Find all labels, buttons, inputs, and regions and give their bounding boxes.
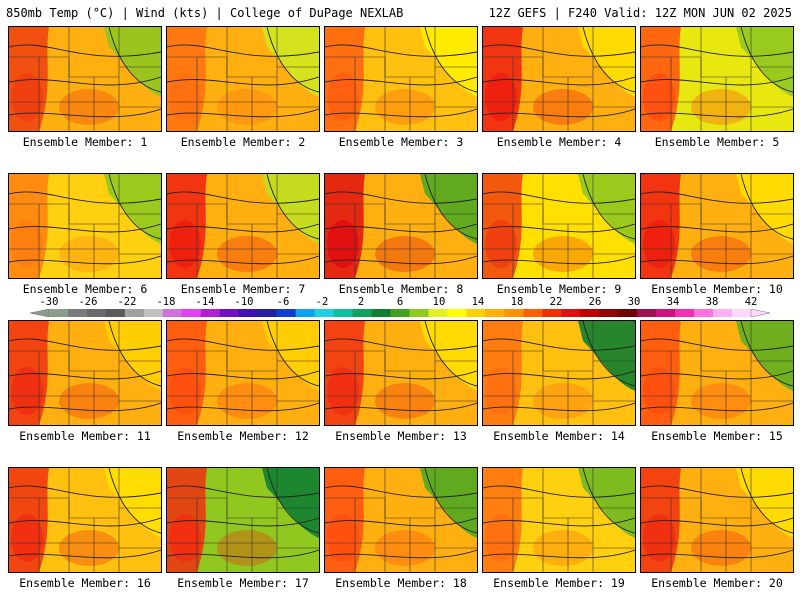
ensemble-map-18 (324, 467, 478, 573)
colorbar-tick-label: -14 (195, 296, 215, 308)
ensemble-member-label: Ensemble Member: 4 (496, 135, 622, 149)
colorbar-tick-label: 14 (471, 296, 485, 308)
ensemble-member-label: Ensemble Member: 6 (22, 282, 148, 296)
ensemble-member-label: Ensemble Member: 14 (493, 429, 625, 443)
colorbar-tick-label: 34 (666, 296, 680, 308)
ensemble-map-7 (166, 173, 320, 279)
ensemble-member-label: Ensemble Member: 17 (177, 576, 309, 590)
ensemble-map-11 (8, 320, 162, 426)
ensemble-map-15 (640, 320, 794, 426)
ensemble-member-label: Ensemble Member: 2 (180, 135, 306, 149)
colorbar-tick-label: 26 (588, 296, 602, 308)
ensemble-map-12 (166, 320, 320, 426)
colorbar-tick-label: -30 (39, 296, 59, 308)
colorbar-tick-label: -18 (156, 296, 176, 308)
ensemble-map-8 (324, 173, 478, 279)
ensemble-member-label: Ensemble Member: 11 (19, 429, 151, 443)
ensemble-member-label: Ensemble Member: 15 (651, 429, 783, 443)
ensemble-map-14 (482, 320, 636, 426)
ensemble-member-label: Ensemble Member: 16 (19, 576, 151, 590)
ensemble-map-9 (482, 173, 636, 279)
colorbar-tick-label: 18 (510, 296, 524, 308)
colorbar-tick-label: 6 (396, 296, 404, 308)
ensemble-member-label: Ensemble Member: 13 (335, 429, 467, 443)
map-title: 850mb Temp (°C) | Wind (kts) | College o… (6, 6, 404, 20)
colorbar-tick-label: 10 (432, 296, 446, 308)
colorbar-tick-label: 42 (744, 296, 758, 308)
colorbar-tick-labels: -30 -26 -22 -18 -14 -10 -6 -2 2 6 10 14 18 22 26 30 34 38… (0, 296, 800, 310)
ensemble-member-label: Ensemble Member: 7 (180, 282, 306, 296)
ensemble-member-label: Ensemble Member: 9 (496, 282, 622, 296)
ensemble-map-19 (482, 467, 636, 573)
colorbar-tick-label: 2 (357, 296, 365, 308)
ensemble-map-16 (8, 467, 162, 573)
colorbar-tick-label: 22 (549, 296, 563, 308)
ensemble-map-10 (640, 173, 794, 279)
ensemble-map-3 (324, 26, 478, 132)
temperature-colorbar (30, 309, 770, 317)
ensemble-member-label: Ensemble Member: 3 (338, 135, 464, 149)
ensemble-map-5 (640, 26, 794, 132)
colorbar-tick-label: -10 (234, 296, 254, 308)
colorbar-tick-label: -22 (117, 296, 137, 308)
ensemble-member-label: Ensemble Member: 10 (651, 282, 783, 296)
colorbar-tick-label: -26 (78, 296, 98, 308)
ensemble-member-label: Ensemble Member: 1 (22, 135, 148, 149)
colorbar-tick-label: 38 (705, 296, 719, 308)
ensemble-member-label: Ensemble Member: 8 (338, 282, 464, 296)
ensemble-member-label: Ensemble Member: 12 (177, 429, 309, 443)
ensemble-member-label: Ensemble Member: 5 (654, 135, 780, 149)
ensemble-map-20 (640, 467, 794, 573)
ensemble-member-label: Ensemble Member: 20 (651, 576, 783, 590)
ensemble-member-label: Ensemble Member: 18 (335, 576, 467, 590)
ensemble-map-17 (166, 467, 320, 573)
ensemble-map-2 (166, 26, 320, 132)
run-valid-time: 12Z GEFS | F240 Valid: 12Z MON JUN 02 20… (488, 6, 792, 20)
colorbar-tick-label: -6 (276, 296, 290, 308)
ensemble-map-4 (482, 26, 636, 132)
ensemble-map-13 (324, 320, 478, 426)
ensemble-map-1 (8, 26, 162, 132)
ensemble-map-6 (8, 173, 162, 279)
colorbar-tick-label: 30 (627, 296, 641, 308)
ensemble-member-label: Ensemble Member: 19 (493, 576, 625, 590)
colorbar-tick-label: -2 (315, 296, 329, 308)
